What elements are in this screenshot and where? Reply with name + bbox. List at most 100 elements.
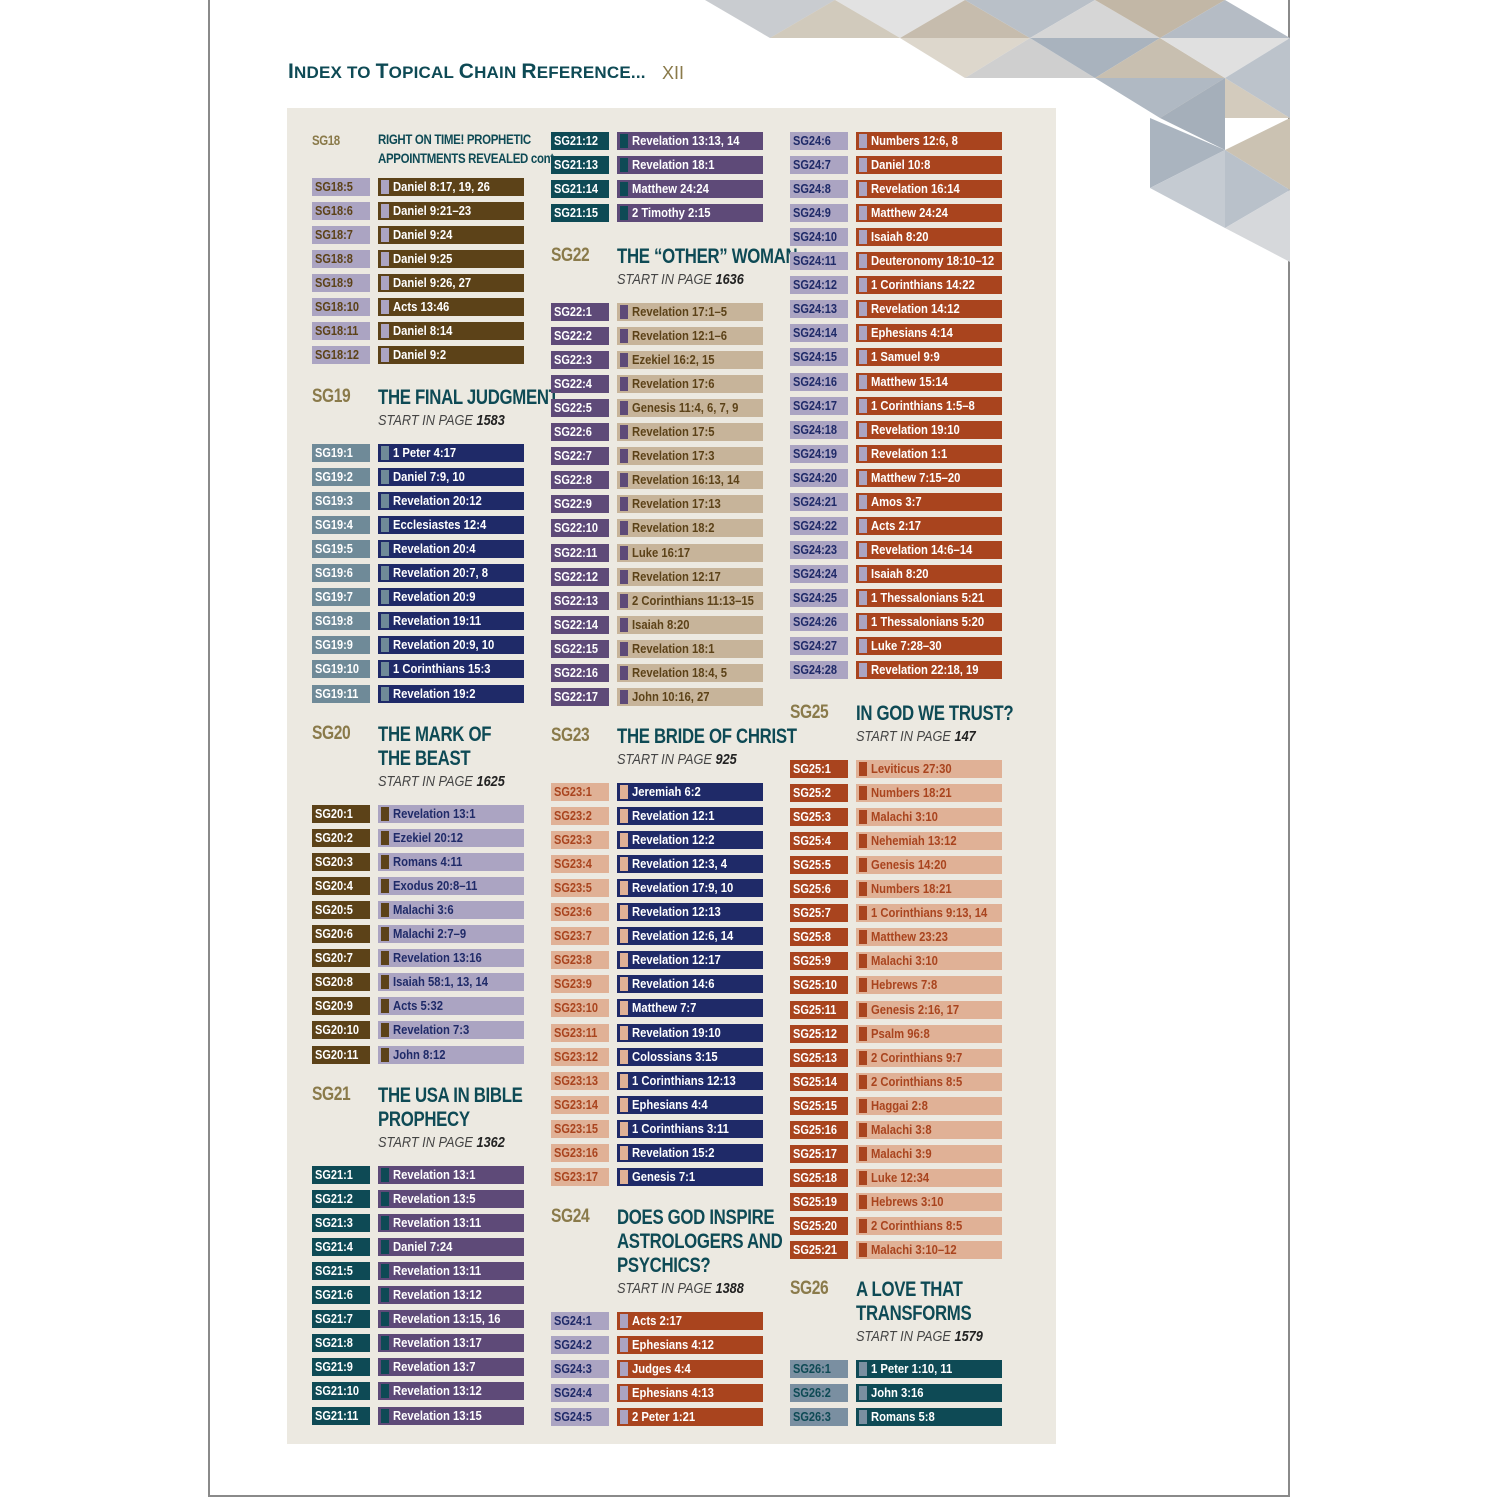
entry-reference[interactable]: Revelation 13:12	[378, 1286, 524, 1304]
entry-reference[interactable]: Revelation 12:1	[617, 807, 763, 825]
index-entry[interactable]: SG19:6 Revelation 20:7, 8	[312, 564, 524, 582]
index-entry[interactable]: SG25:1 Leviticus 27:30	[790, 760, 1002, 778]
entry-reference[interactable]: Deuteronomy 18:10–12	[856, 252, 1002, 270]
index-entry[interactable]: SG19:11 Revelation 19:2	[312, 685, 524, 703]
entry-reference[interactable]: Isaiah 58:1, 13, 14	[378, 973, 524, 991]
entry-reference[interactable]: Ecclesiastes 12:4	[378, 516, 524, 534]
entry-reference[interactable]: Revelation 17:1–5	[617, 303, 763, 321]
index-entry[interactable]: SG24:28 Revelation 22:18, 19	[790, 661, 1002, 679]
entry-reference[interactable]: 1 Thessalonians 5:20	[856, 613, 1002, 631]
index-entry[interactable]: SG24:5 2 Peter 1:21	[551, 1408, 763, 1426]
entry-reference[interactable]: Revelation 13:12	[378, 1382, 524, 1400]
index-entry[interactable]: SG23:11 Revelation 19:10	[551, 1024, 763, 1042]
entry-reference[interactable]: 1 Corinthians 3:11	[617, 1120, 763, 1138]
index-entry[interactable]: SG26:3 Romans 5:8	[790, 1408, 1002, 1426]
entry-reference[interactable]: Daniel 9:2	[378, 346, 524, 364]
index-entry[interactable]: SG23:8 Revelation 12:17	[551, 951, 763, 969]
entry-reference[interactable]: Malachi 2:7–9	[378, 925, 524, 943]
entry-reference[interactable]: Revelation 19:10	[856, 421, 1002, 439]
index-entry[interactable]: SG18:10 Acts 13:46	[312, 298, 524, 316]
entry-reference[interactable]: Daniel 7:9, 10	[378, 468, 524, 486]
entry-reference[interactable]: 1 Peter 4:17	[378, 444, 524, 462]
entry-reference[interactable]: Malachi 3:10	[856, 952, 1002, 970]
entry-reference[interactable]: Revelation 14:12	[856, 300, 1002, 318]
entry-reference[interactable]: Leviticus 27:30	[856, 760, 1002, 778]
index-entry[interactable]: SG24:14 Ephesians 4:14	[790, 324, 1002, 342]
entry-reference[interactable]: Matthew 24:24	[617, 180, 763, 198]
entry-reference[interactable]: Numbers 18:21	[856, 784, 1002, 802]
index-entry[interactable]: SG22:17 John 10:16, 27	[551, 688, 763, 706]
index-entry[interactable]: SG19:1 1 Peter 4:17	[312, 444, 524, 462]
entry-reference[interactable]: Revelation 17:13	[617, 495, 763, 513]
index-entry[interactable]: SG24:21 Amos 3:7	[790, 493, 1002, 511]
entry-reference[interactable]: Daniel 7:24	[378, 1238, 524, 1256]
entry-reference[interactable]: Haggai 2:8	[856, 1097, 1002, 1115]
entry-reference[interactable]: 1 Corinthians 14:22	[856, 276, 1002, 294]
index-entry[interactable]: SG25:15 Haggai 2:8	[790, 1097, 1002, 1115]
index-entry[interactable]: SG21:11 Revelation 13:15	[312, 1407, 524, 1425]
index-entry[interactable]: SG19:4 Ecclesiastes 12:4	[312, 516, 524, 534]
index-entry[interactable]: SG24:12 1 Corinthians 14:22	[790, 276, 1002, 294]
index-entry[interactable]: SG24:9 Matthew 24:24	[790, 204, 1002, 222]
entry-reference[interactable]: 1 Corinthians 1:5–8	[856, 397, 1002, 415]
index-entry[interactable]: SG25:18 Luke 12:34	[790, 1169, 1002, 1187]
index-entry[interactable]: SG25:14 2 Corinthians 8:5	[790, 1073, 1002, 1091]
entry-reference[interactable]: Genesis 11:4, 6, 7, 9	[617, 399, 763, 417]
index-entry[interactable]: SG21:12 Revelation 13:13, 14	[551, 132, 763, 150]
index-entry[interactable]: SG22:15 Revelation 18:1	[551, 640, 763, 658]
entry-reference[interactable]: Revelation 7:3	[378, 1021, 524, 1039]
index-entry[interactable]: SG25:9 Malachi 3:10	[790, 952, 1002, 970]
index-entry[interactable]: SG22:4 Revelation 17:6	[551, 375, 763, 393]
index-entry[interactable]: SG23:15 1 Corinthians 3:11	[551, 1120, 763, 1138]
entry-reference[interactable]: Daniel 9:25	[378, 250, 524, 268]
entry-reference[interactable]: Malachi 3:6	[378, 901, 524, 919]
entry-reference[interactable]: Revelation 20:4	[378, 540, 524, 558]
index-entry[interactable]: SG21:14 Matthew 24:24	[551, 180, 763, 198]
index-entry[interactable]: SG22:10 Revelation 18:2	[551, 519, 763, 537]
entry-reference[interactable]: Revelation 20:12	[378, 492, 524, 510]
index-entry[interactable]: SG23:17 Genesis 7:1	[551, 1168, 763, 1186]
entry-reference[interactable]: Revelation 17:9, 10	[617, 879, 763, 897]
index-entry[interactable]: SG25:13 2 Corinthians 9:7	[790, 1049, 1002, 1067]
index-entry[interactable]: SG24:24 Isaiah 8:20	[790, 565, 1002, 583]
entry-reference[interactable]: Revelation 13:13, 14	[617, 132, 763, 150]
index-entry[interactable]: SG24:18 Revelation 19:10	[790, 421, 1002, 439]
entry-reference[interactable]: Nehemiah 13:12	[856, 832, 1002, 850]
entry-reference[interactable]: Ezekiel 16:2, 15	[617, 351, 763, 369]
index-entry[interactable]: SG21:4 Daniel 7:24	[312, 1238, 524, 1256]
entry-reference[interactable]: Malachi 3:9	[856, 1145, 1002, 1163]
index-entry[interactable]: SG23:2 Revelation 12:1	[551, 807, 763, 825]
entry-reference[interactable]: Ephesians 4:12	[617, 1336, 763, 1354]
entry-reference[interactable]: Revelation 19:10	[617, 1024, 763, 1042]
entry-reference[interactable]: Jeremiah 6:2	[617, 783, 763, 801]
entry-reference[interactable]: Genesis 7:1	[617, 1168, 763, 1186]
entry-reference[interactable]: Revelation 12:3, 4	[617, 855, 763, 873]
index-entry[interactable]: SG23:10 Matthew 7:7	[551, 999, 763, 1017]
index-entry[interactable]: SG22:3 Ezekiel 16:2, 15	[551, 351, 763, 369]
index-entry[interactable]: SG24:27 Luke 7:28–30	[790, 637, 1002, 655]
index-entry[interactable]: SG24:7 Daniel 10:8	[790, 156, 1002, 174]
entry-reference[interactable]: Revelation 14:6	[617, 975, 763, 993]
index-entry[interactable]: SG21:6 Revelation 13:12	[312, 1286, 524, 1304]
index-entry[interactable]: SG23:6 Revelation 12:13	[551, 903, 763, 921]
index-entry[interactable]: SG18:8 Daniel 9:25	[312, 250, 524, 268]
index-entry[interactable]: SG25:2 Numbers 18:21	[790, 784, 1002, 802]
entry-reference[interactable]: Isaiah 8:20	[856, 228, 1002, 246]
index-entry[interactable]: SG19:9 Revelation 20:9, 10	[312, 636, 524, 654]
entry-reference[interactable]: Revelation 13:1	[378, 805, 524, 823]
entry-reference[interactable]: Exodus 20:8–11	[378, 877, 524, 895]
index-entry[interactable]: SG22:5 Genesis 11:4, 6, 7, 9	[551, 399, 763, 417]
index-entry[interactable]: SG20:7 Revelation 13:16	[312, 949, 524, 967]
entry-reference[interactable]: Romans 5:8	[856, 1408, 1002, 1426]
entry-reference[interactable]: Revelation 14:6–14	[856, 541, 1002, 559]
entry-reference[interactable]: Revelation 17:6	[617, 375, 763, 393]
index-entry[interactable]: SG20:1 Revelation 13:1	[312, 805, 524, 823]
entry-reference[interactable]: Romans 4:11	[378, 853, 524, 871]
entry-reference[interactable]: Revelation 12:2	[617, 831, 763, 849]
index-entry[interactable]: SG25:12 Psalm 96:8	[790, 1025, 1002, 1043]
index-entry[interactable]: SG24:16 Matthew 15:14	[790, 373, 1002, 391]
entry-reference[interactable]: Revelation 13:11	[378, 1214, 524, 1232]
index-entry[interactable]: SG25:3 Malachi 3:10	[790, 808, 1002, 826]
entry-reference[interactable]: Revelation 17:5	[617, 423, 763, 441]
entry-reference[interactable]: Daniel 8:14	[378, 322, 524, 340]
